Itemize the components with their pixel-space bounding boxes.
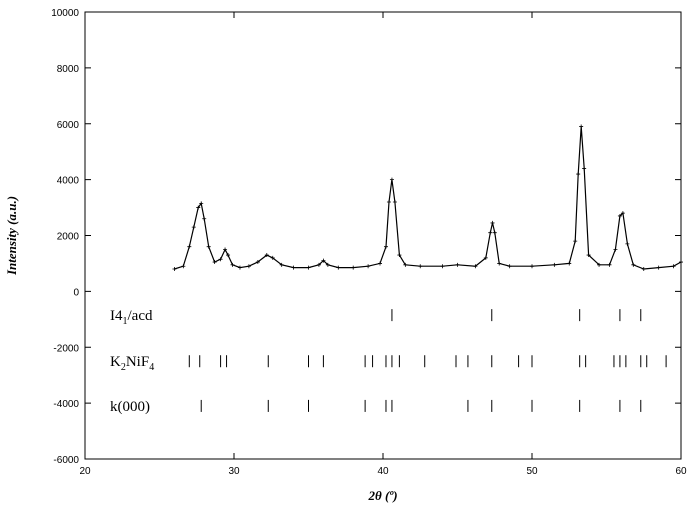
observed-point: [181, 264, 186, 269]
observed-point: [579, 124, 584, 129]
observed-point: [455, 262, 460, 267]
x-axis-label: 2θ (º): [367, 488, 397, 503]
observed-point: [202, 216, 207, 221]
observed-point: [573, 239, 578, 244]
observed-point: [383, 244, 388, 249]
observed-point: [270, 255, 275, 260]
x-axis-ticks: 20 30 40 50 60: [79, 12, 687, 477]
y-tick-label: 0: [73, 287, 79, 298]
y-axis-label: Intensity (a.u.): [4, 196, 19, 276]
observed-point: [187, 244, 192, 249]
observed-point: [582, 166, 587, 171]
y-tick-label: -4000: [53, 399, 79, 410]
observed-point: [306, 265, 311, 270]
y-tick-label: 6000: [57, 120, 80, 131]
observed-point: [316, 262, 321, 267]
observed-point: [255, 260, 260, 265]
observed-point: [620, 211, 625, 216]
y-tick-label: 8000: [57, 64, 80, 75]
observed-point: [567, 261, 572, 266]
observed-point: [237, 265, 242, 270]
y-tick-label: 10000: [51, 8, 79, 19]
reflection-markers: I41/acd K2NiF4 k(000): [110, 308, 667, 415]
observed-point: [483, 255, 488, 260]
observed-point: [218, 257, 223, 262]
y-tick-label: 2000: [57, 232, 80, 243]
observed-point: [321, 258, 326, 263]
observed-point: [490, 220, 495, 225]
observed-point: [325, 262, 330, 267]
observed-point: [279, 262, 284, 267]
observed-point: [246, 264, 251, 269]
observed-point: [418, 264, 423, 269]
phase-label-part: K: [110, 354, 121, 370]
phase-label-part: 4: [149, 362, 154, 373]
phase-label-part: NiF: [126, 354, 149, 370]
observed-point: [507, 264, 512, 269]
phase-label: I41/acd: [110, 308, 153, 327]
observed-point: [497, 261, 502, 266]
observed-point: [191, 225, 196, 230]
observed-point: [530, 264, 534, 269]
y-tick-label: -6000: [53, 455, 79, 466]
observed-point: [223, 247, 228, 252]
observed-point: [641, 267, 646, 272]
y-tick-label: 4000: [57, 176, 80, 187]
x-tick-label: 50: [526, 466, 538, 477]
observed-point: [196, 205, 201, 210]
observed-point: [386, 199, 391, 204]
observed-point: [488, 230, 493, 235]
observed-point: [625, 241, 630, 246]
x-tick-label: 60: [675, 466, 687, 477]
phase-label: k(000): [110, 399, 150, 415]
plot-frame: [84, 11, 682, 460]
observed-point: [617, 213, 622, 218]
observed-point: [389, 177, 394, 182]
observed-point: [492, 230, 497, 235]
x-tick-label: 40: [377, 466, 389, 477]
observed-point: [586, 253, 591, 258]
observed-point: [336, 265, 341, 270]
observed-point: [212, 260, 217, 265]
observed-point: [607, 262, 612, 267]
observed-point: [226, 253, 231, 258]
calculated-profile-line: [174, 126, 682, 270]
observed-point: [366, 264, 371, 269]
y-axis-ticks: -6000 -4000 -2000 0 2000 4000 6000 8000 10000: [51, 8, 681, 466]
y-tick-label: -2000: [53, 343, 79, 354]
observed-point: [378, 261, 383, 266]
profile-series: [172, 124, 683, 272]
phase-label: K2NiF4: [110, 354, 154, 373]
observed-point: [597, 262, 602, 267]
phase-label-part: 2: [121, 362, 126, 373]
observed-point: [473, 264, 478, 269]
observed-point: [656, 265, 661, 270]
phase-label-part: /acd: [128, 308, 153, 324]
x-tick-label: 20: [79, 466, 91, 477]
phase-label-part: I4: [110, 308, 123, 324]
observed-point: [631, 262, 636, 267]
observed-point: [671, 264, 676, 269]
observed-point: [199, 201, 204, 206]
observed-point: [576, 172, 581, 177]
observed-point: [264, 253, 269, 258]
observed-point: [206, 244, 211, 249]
observed-point: [552, 262, 557, 267]
x-tick-label: 30: [228, 466, 240, 477]
observed-point: [230, 262, 235, 267]
observed-point: [440, 264, 445, 269]
observed-point: [172, 267, 177, 272]
phase-label-part: 1: [123, 316, 128, 327]
observed-point: [351, 265, 356, 270]
observed-point: [397, 253, 402, 258]
observed-point: [392, 199, 397, 204]
observed-point: [403, 262, 408, 267]
observed-point: [291, 265, 296, 270]
observed-point: [613, 247, 618, 252]
